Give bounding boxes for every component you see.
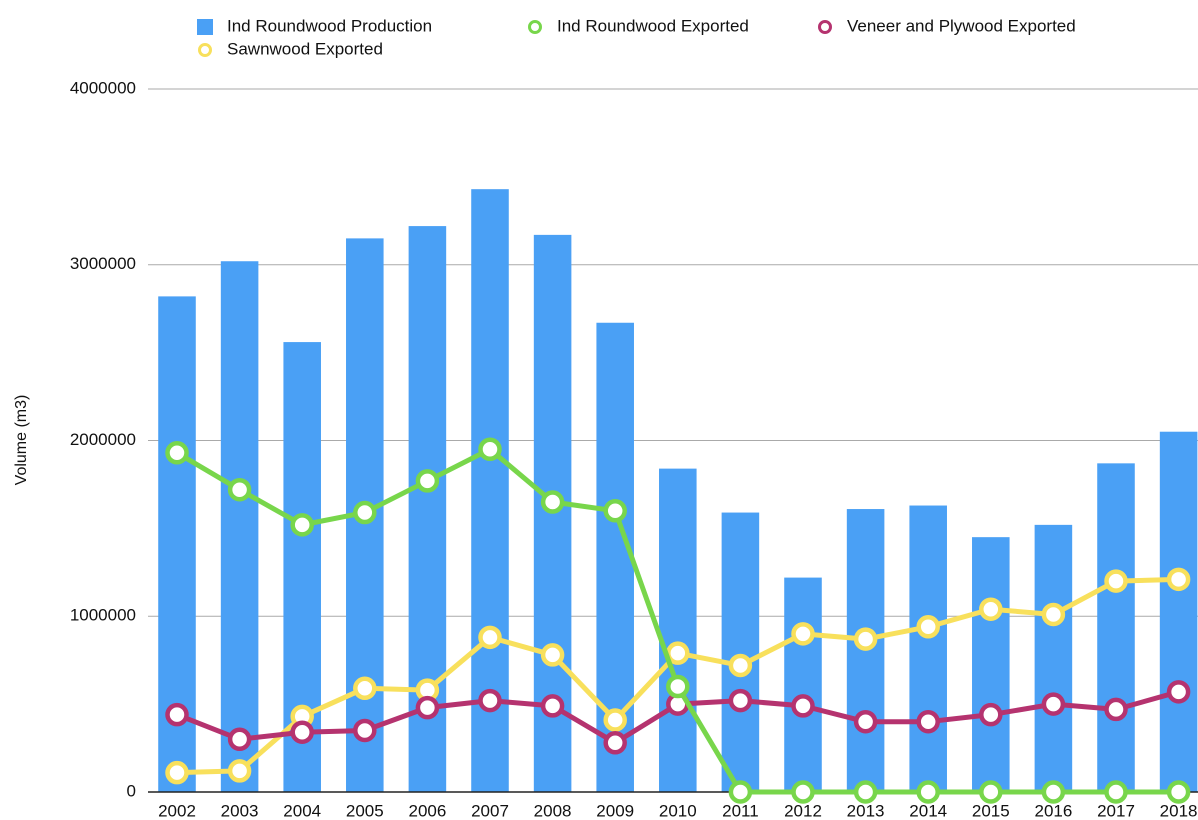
x-tick-label: 2007	[471, 801, 509, 820]
x-tick-label: 2006	[408, 801, 446, 820]
x-tick-label: 2011	[722, 801, 759, 820]
x-tick-label: 2003	[221, 801, 259, 820]
y-tick-label: 1000000	[70, 606, 136, 625]
legend-label: Ind Roundwood Exported	[557, 16, 749, 35]
line-point	[979, 780, 1003, 804]
line-point	[478, 688, 502, 713]
x-tick-label: 2015	[972, 801, 1010, 820]
legend-label: Veneer and Plywood Exported	[847, 16, 1076, 35]
line-point	[853, 709, 878, 734]
x-tick-label: 2013	[847, 801, 885, 820]
line-point	[1166, 567, 1191, 592]
x-tick-label: 2008	[534, 801, 572, 820]
line-point	[540, 643, 565, 667]
line-point	[353, 676, 377, 701]
legend-label: Sawnwood Exported	[227, 39, 383, 58]
x-tick-label: 2016	[1034, 801, 1072, 820]
line-point	[165, 441, 189, 465]
x-tick-label: 2010	[659, 801, 697, 820]
line-point	[1166, 780, 1191, 804]
line-point	[791, 780, 815, 804]
line-point	[478, 625, 502, 650]
y-tick-label: 4000000	[70, 78, 136, 97]
line-point	[979, 702, 1003, 727]
x-tick-label: 2014	[909, 801, 947, 820]
x-tick-label: 2002	[158, 801, 196, 820]
bar	[721, 512, 760, 792]
legend-label: Ind Roundwood Production	[227, 16, 432, 35]
x-tick-label: 2005	[346, 801, 384, 820]
x-tick-label: 2004	[283, 801, 321, 820]
line-point	[290, 513, 314, 537]
line-point	[353, 500, 377, 525]
y-tick-label: 0	[127, 781, 136, 800]
y-tick-label: 2000000	[70, 430, 136, 449]
line-point	[603, 708, 627, 732]
line-point	[540, 490, 565, 514]
line-point	[165, 760, 189, 785]
line-point	[227, 477, 252, 502]
line-point	[540, 694, 565, 718]
line-point	[290, 720, 314, 744]
bar	[1097, 463, 1135, 792]
line-point	[227, 727, 252, 752]
line-point	[979, 597, 1003, 621]
legend-swatch	[528, 20, 542, 34]
line-point	[853, 780, 878, 804]
y-tick-label: 3000000	[70, 254, 136, 273]
line-point	[728, 688, 753, 713]
bar	[220, 261, 259, 792]
line-point	[415, 695, 440, 720]
x-tick-label: 2009	[596, 801, 634, 820]
bar	[1034, 524, 1073, 792]
line-point	[1166, 680, 1191, 704]
bar	[909, 505, 947, 792]
legend-swatch	[818, 20, 832, 34]
bar	[1159, 431, 1198, 792]
line-point	[1041, 602, 1066, 627]
line-point	[791, 622, 815, 646]
line-point	[666, 641, 690, 665]
line-point	[227, 759, 252, 783]
y-axis-label: Volume (m3)	[13, 395, 30, 486]
line-point	[603, 499, 627, 523]
x-tick-label: 2012	[784, 801, 822, 820]
line-point	[1104, 780, 1128, 804]
line-point	[666, 674, 690, 699]
legend-swatch	[197, 19, 213, 35]
legend-swatch	[198, 43, 212, 57]
line-point	[791, 694, 815, 718]
bar	[659, 468, 697, 792]
line-point	[853, 627, 878, 651]
line-point	[1104, 697, 1128, 722]
line-point	[478, 437, 502, 462]
line-point	[1041, 692, 1066, 716]
line-point	[728, 780, 753, 804]
x-tick-label: 2017	[1097, 801, 1135, 820]
line-point	[1104, 569, 1128, 593]
line-point	[916, 780, 940, 804]
line-point	[728, 653, 753, 678]
line-point	[353, 718, 377, 743]
line-point	[1041, 780, 1066, 804]
bar	[972, 537, 1010, 792]
x-tick-label: 2018	[1160, 801, 1198, 820]
bar	[784, 577, 822, 792]
line-point	[165, 702, 189, 727]
line-point	[916, 709, 940, 734]
line-point	[415, 469, 440, 493]
line-point	[916, 615, 940, 639]
line-point	[603, 731, 627, 755]
